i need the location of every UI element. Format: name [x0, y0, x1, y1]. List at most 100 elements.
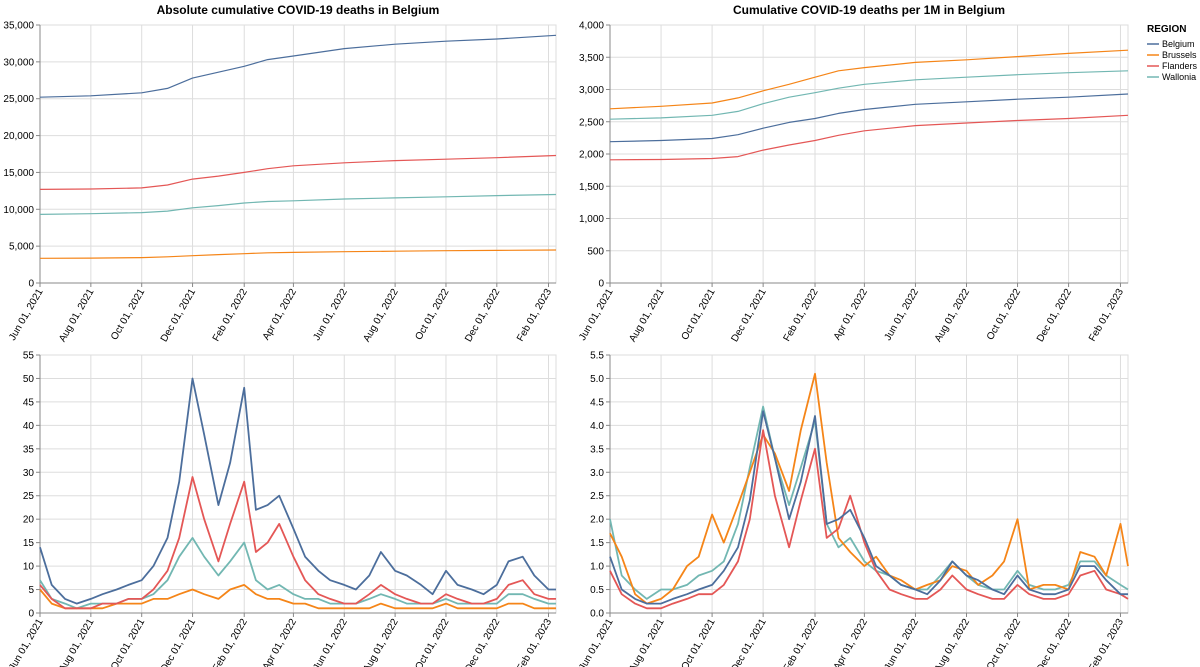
x-tick-label: Jun 01, 2021: [577, 287, 616, 343]
x-tick-label: Dec 01, 2021: [159, 617, 198, 667]
y-tick-label: 3.0: [590, 468, 604, 479]
x-tick-label: Jun 01, 2022: [311, 287, 350, 343]
series-line-brussels: [39, 249, 557, 259]
series-line-brussels: [609, 49, 1129, 110]
x-tick-label: Aug 01, 2022: [361, 617, 400, 667]
series-line-wallonia: [609, 70, 1129, 120]
legend-label-flanders: Flanders: [1162, 61, 1198, 71]
x-tick-label: Aug 01, 2021: [57, 617, 96, 667]
x-tick-label: Dec 01, 2021: [159, 287, 198, 344]
y-tick-label: 30: [23, 468, 35, 479]
x-tick-label: Apr 01, 2022: [261, 617, 299, 667]
legend-item-flanders: Flanders: [1147, 61, 1198, 71]
series-line-wallonia: [39, 193, 557, 215]
charts-root: Absolute cumulative COVID-19 deaths in B…: [3, 3, 1129, 667]
series-line-brussels: [39, 584, 556, 610]
x-tick-label: Feb 01, 2023: [1087, 287, 1126, 344]
y-tick-label: 5.0: [590, 374, 604, 385]
x-tick-label: Dec 01, 2021: [729, 617, 768, 667]
legend-label-belgium: Belgium: [1162, 39, 1195, 49]
y-tick-label: 55: [23, 351, 35, 362]
plot-frame: [39, 354, 557, 614]
x-tick-label: Aug 01, 2021: [627, 287, 666, 344]
y-tick-label: 2.0: [590, 515, 604, 526]
x-tick-label: Dec 01, 2022: [1035, 617, 1074, 667]
series-line-brussels: [609, 372, 1129, 605]
y-tick-label: 3,500: [579, 53, 604, 64]
legend-item-wallonia: Wallonia: [1147, 72, 1196, 82]
y-tick-label: 25: [23, 491, 35, 502]
y-tick-label: 15: [23, 538, 35, 549]
x-tick-label: Oct 01, 2022: [985, 287, 1023, 342]
series-line-flanders: [609, 114, 1129, 161]
y-tick-label: 40: [23, 421, 35, 432]
series-line-wallonia: [609, 405, 1129, 600]
y-tick-label: 500: [587, 246, 604, 257]
plot-frame: [609, 354, 1129, 614]
legend-item-brussels: Brussels: [1147, 50, 1197, 60]
y-tick-label: 5: [28, 585, 34, 596]
y-tick-label: 20,000: [3, 131, 34, 142]
series-line-belgium: [39, 377, 556, 605]
chart-per-million-daily: 0.0 0.5 1.0 1.5 2.0 2.5 3.0 3.5 4.0 4.5 5.0 5.5 Jun …: [577, 351, 1129, 667]
x-tick-label: Apr 01, 2022: [832, 287, 870, 342]
chart-per-million-cumulative: Cumulative COVID-19 deaths per 1M in Bel…: [577, 3, 1129, 344]
x-tick-label: Jun 01, 2021: [577, 617, 616, 667]
x-tick-label: Aug 01, 2022: [933, 287, 972, 344]
series-line-wallonia: [39, 537, 556, 610]
y-tick-label: 3.5: [590, 444, 604, 455]
legend-label-wallonia: Wallonia: [1162, 72, 1196, 82]
y-tick-label: 4.5: [590, 397, 604, 408]
series-line-belgium: [39, 34, 557, 98]
y-tick-label: 2,500: [579, 117, 604, 128]
y-tick-label: 0.0: [590, 609, 604, 620]
series-line-belgium: [609, 93, 1129, 143]
legend-label-brussels: Brussels: [1162, 50, 1197, 60]
y-tick-label: 10: [23, 562, 35, 573]
x-tick-label: Oct 01, 2021: [680, 617, 718, 667]
y-tick-label: 10,000: [3, 205, 34, 216]
x-tick-label: Dec 01, 2022: [463, 287, 502, 344]
series-line-flanders: [609, 429, 1129, 610]
y-tick-label: 45: [23, 397, 35, 408]
y-tick-label: 0: [598, 279, 604, 290]
y-tick-label: 1.0: [590, 562, 604, 573]
y-tick-label: 4,000: [579, 21, 604, 32]
y-tick-label: 25,000: [3, 94, 34, 105]
x-tick-label: Jun 01, 2022: [311, 617, 350, 667]
x-tick-label: Feb 01, 2022: [211, 287, 250, 344]
x-tick-label: Oct 01, 2022: [413, 617, 451, 667]
chart-title: Absolute cumulative COVID-19 deaths in B…: [157, 3, 440, 17]
x-tick-label: Oct 01, 2021: [680, 287, 718, 342]
legend-title: REGION: [1147, 24, 1186, 35]
x-tick-label: Oct 01, 2021: [109, 617, 147, 667]
plot-frame: [39, 24, 557, 284]
x-tick-label: Aug 01, 2021: [627, 617, 666, 667]
series-line-belgium: [609, 410, 1128, 605]
y-tick-label: 1,000: [579, 214, 604, 225]
y-tick-label: 5.5: [590, 351, 604, 362]
y-tick-label: 30,000: [3, 57, 34, 68]
x-tick-label: Feb 01, 2023: [515, 617, 554, 667]
x-tick-label: Jun 01, 2022: [883, 617, 922, 667]
y-tick-label: 3,000: [579, 85, 604, 96]
chart-title: Cumulative COVID-19 deaths per 1M in Bel…: [733, 3, 1005, 17]
x-tick-label: Feb 01, 2022: [782, 287, 821, 344]
y-tick-label: 4.0: [590, 421, 604, 432]
y-tick-label: 0: [28, 609, 34, 620]
chart-abs-cumulative: Absolute cumulative COVID-19 deaths in B…: [3, 3, 557, 344]
y-tick-label: 20: [23, 515, 35, 526]
y-tick-label: 35: [23, 444, 35, 455]
x-tick-label: Feb 01, 2022: [782, 617, 821, 667]
y-tick-label: 2,000: [579, 150, 604, 161]
x-tick-label: Dec 01, 2022: [463, 617, 502, 667]
legend-item-belgium: Belgium: [1147, 39, 1195, 49]
series-line-flanders: [39, 154, 557, 190]
x-tick-label: Dec 01, 2021: [729, 287, 768, 344]
x-tick-label: Aug 01, 2022: [361, 287, 400, 344]
chart-abs-daily: 0 5 10 15 20 25 30 35 40 45 50 55 Jun 01, 2021 Aug 01…: [7, 351, 557, 667]
x-tick-label: Feb 01, 2023: [1087, 617, 1126, 667]
x-tick-label: Aug 01, 2021: [57, 287, 96, 344]
x-tick-label: Jun 01, 2021: [7, 617, 46, 667]
